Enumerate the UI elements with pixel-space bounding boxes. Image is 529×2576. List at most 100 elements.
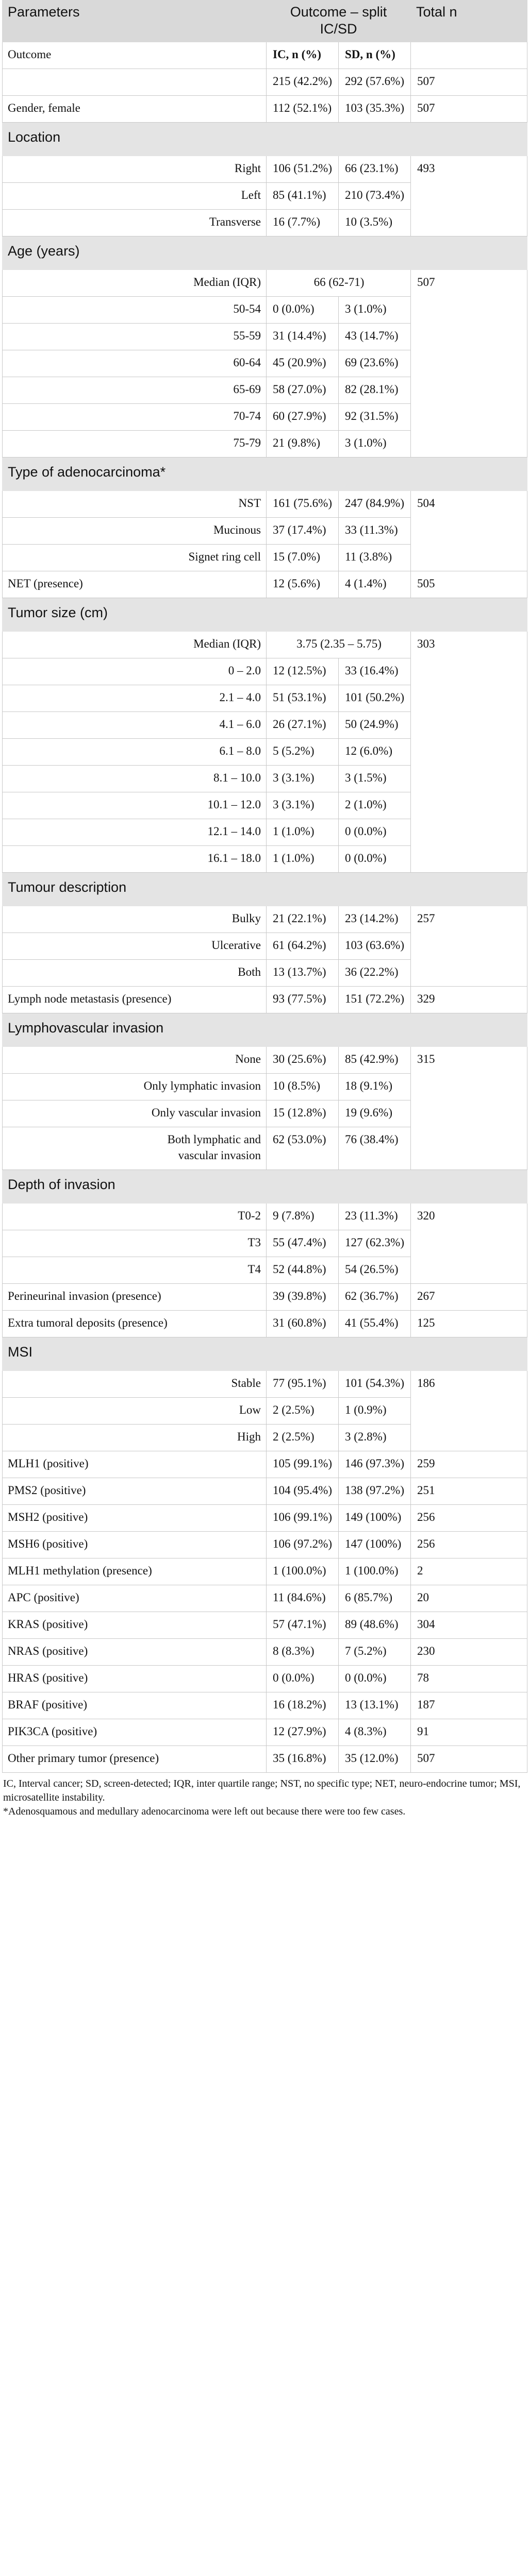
row-label: Left [2,182,267,210]
total-cell: 230 [410,1638,527,1666]
median-cell: 3.75 (2.35 – 5.75) [266,631,411,658]
ic-cell: 12 (27.9%) [266,1719,339,1746]
ic-cell: 106 (99.1%) [266,1504,339,1532]
section-header: Type of adenocarcinoma* [2,457,527,491]
section-header: Age (years) [2,236,527,270]
row-label: Bulky [2,906,267,933]
ic-cell: 61 (64.2%) [266,933,339,960]
ic-cell: 45 (20.9%) [266,350,339,377]
table-row: T0-2 9 (7.8%) 23 (11.3%) 320 [2,1203,527,1284]
table-row: MLH1 (positive) 105 (99.1%) 146 (97.3%) … [2,1451,527,1478]
table-footnotes: IC, Interval cancer; SD, screen-detected… [3,1777,527,1819]
table-row: 6.1 – 8.0 5 (5.2%) 12 (6.0%) [2,738,527,766]
total-cell [410,42,527,69]
ic-cell: 104 (95.4%) [266,1478,339,1505]
section-header: Lymphovascular invasion [2,1013,527,1047]
ic-cell: 77 (95.1%) [266,1370,339,1398]
ic-cell: 58 (27.0%) [266,377,339,404]
table-row: 70-74 60 (27.9%) 92 (31.5%) [2,403,527,431]
row-label: NST [2,490,267,518]
sd-cell: 103 (35.3%) [338,95,411,123]
sd-cell: 35 (12.0%) [338,1745,411,1773]
table-row: Stable 77 (95.1%) 101 (54.3%) 186 [2,1370,527,1451]
sd-cell: 69 (23.6%) [338,350,411,377]
ic-cell: 21 (9.8%) [266,430,339,457]
row-label: Signet ring cell [2,544,267,571]
header-outcome: Outcome – split IC/SD [266,0,411,42]
ic-cell: 15 (7.0%) [266,544,339,571]
section-title: Lymphovascular invasion [2,1013,527,1047]
row-label: Extra tumoral deposits (presence) [2,1310,267,1337]
section-title: Location [2,122,527,156]
row-label: 4.1 – 6.0 [2,711,267,739]
table-row: Mucinous 37 (17.4%) 33 (11.3%) [2,517,527,545]
sd-cell: 92 (31.5%) [338,403,411,431]
total-cell: 507 [410,69,527,96]
ic-cell: 37 (17.4%) [266,517,339,545]
row-label: MSH6 (positive) [2,1531,267,1558]
ic-cell: 57 (47.1%) [266,1612,339,1639]
total-cell: 20 [410,1585,527,1612]
row-label: Low [2,1397,267,1425]
table-row: APC (positive) 11 (84.6%) 6 (85.7%) 20 [2,1585,527,1612]
table-row: NET (presence) 12 (5.6%) 4 (1.4%) 505 [2,571,527,598]
ic-cell: 10 (8.5%) [266,1073,339,1100]
sd-subheader: SD, n (%) [338,42,411,69]
total-cell: 251 [410,1478,527,1505]
section-title: MSI [2,1337,527,1371]
ic-cell: 2 (2.5%) [266,1397,339,1425]
table-row: MLH1 methylation (presence) 1 (100.0%) 1… [2,1558,527,1585]
table-row: Both lymphatic and vascular invasion 62 … [2,1127,527,1170]
sd-cell: 41 (55.4%) [338,1310,411,1337]
header-row: Parameters Outcome – split IC/SD Total n [2,0,527,42]
sd-cell: 127 (62.3%) [338,1230,411,1257]
total-cell: 125 [410,1310,527,1337]
table-row: 55-59 31 (14.4%) 43 (14.7%) [2,323,527,350]
ic-cell: 15 (12.8%) [266,1100,339,1127]
sd-cell: 82 (28.1%) [338,377,411,404]
ic-cell: 1 (100.0%) [266,1558,339,1585]
total-cell: 315 [410,1046,527,1170]
sd-cell: 7 (5.2%) [338,1638,411,1666]
row-label: Only lymphatic invasion [2,1073,267,1100]
ic-cell: 55 (47.4%) [266,1230,339,1257]
table-row: 75-79 21 (9.8%) 3 (1.0%) [2,430,527,457]
row-label: NET (presence) [2,571,267,598]
ic-cell: 105 (99.1%) [266,1451,339,1478]
sd-cell: 101 (50.2%) [338,685,411,712]
sd-cell: 149 (100%) [338,1504,411,1532]
ic-cell: 39 (39.8%) [266,1283,339,1311]
sd-cell: 19 (9.6%) [338,1100,411,1127]
ic-cell: 62 (53.0%) [266,1127,339,1170]
row-label: 8.1 – 10.0 [2,765,267,792]
row-label: 10.1 – 12.0 [2,792,267,819]
sd-cell: 247 (84.9%) [338,490,411,518]
row-label: 65-69 [2,377,267,404]
table-row: Extra tumoral deposits (presence) 31 (60… [2,1310,527,1337]
row-label: 75-79 [2,430,267,457]
header-parameters: Parameters [2,0,267,42]
ic-cell: 93 (77.5%) [266,986,339,1013]
sd-cell: 151 (72.2%) [338,986,411,1013]
total-cell: 504 [410,490,527,571]
ic-cell: 16 (18.2%) [266,1692,339,1719]
ic-cell: 215 (42.2%) [266,69,339,96]
table-row: Both 13 (13.7%) 36 (22.2%) [2,959,527,987]
total-cell: 507 [410,95,527,123]
ic-cell: 106 (51.2%) [266,156,339,183]
sd-cell: 0 (0.0%) [338,1665,411,1692]
table-row: Bulky 21 (22.1%) 23 (14.2%) 257 [2,906,527,987]
ic-cell: 51 (53.1%) [266,685,339,712]
table-row: 16.1 – 18.0 1 (1.0%) 0 (0.0%) [2,845,527,873]
row-label: 60-64 [2,350,267,377]
row-label: 50-54 [2,296,267,324]
sd-cell: 3 (1.5%) [338,765,411,792]
ic-cell: 30 (25.6%) [266,1046,339,1074]
sd-cell: 76 (38.4%) [338,1127,411,1170]
total-cell: 2 [410,1558,527,1585]
section-header: Tumor size (cm) [2,598,527,632]
ic-cell: 9 (7.8%) [266,1203,339,1230]
row-label: HRAS (positive) [2,1665,267,1692]
sd-cell: 50 (24.9%) [338,711,411,739]
row-label: Perineurinal invasion (presence) [2,1283,267,1311]
